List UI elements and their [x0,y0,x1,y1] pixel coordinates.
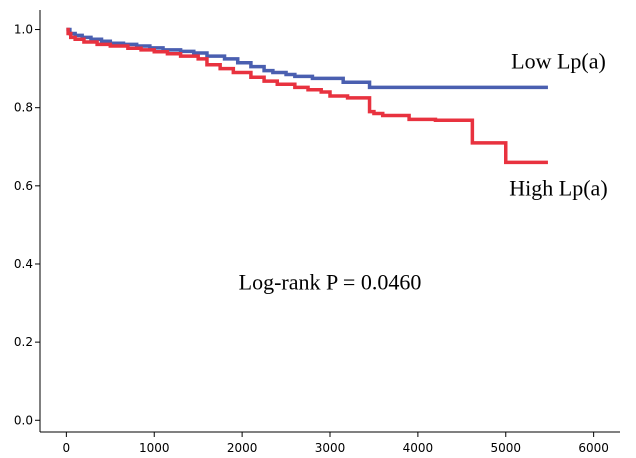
x-tick-label: 4000 [403,441,434,455]
series-line-high-lp-a [66,27,548,165]
y-axis-ticks: 0.0 0.2 0.4 0.6 0.8 1.0 [14,23,40,427]
x-tick-label: 1000 [139,441,170,455]
y-tick-label: 0.4 [14,257,33,271]
x-axis-ticks: 0 1000 2000 3000 4000 5000 6000 [63,432,609,455]
x-tick-label: 6000 [578,441,609,455]
series-line-low-lp-a [66,27,548,90]
y-tick-label: 1.0 [14,23,33,37]
y-tick-label: 0.6 [14,179,33,193]
chart-annotations: Low Lp(a) High Lp(a) Log-rank P = 0.0460 [239,49,608,295]
x-tick-label: 5000 [490,441,521,455]
y-tick-label: 0.2 [14,335,33,349]
y-tick-label: 0.0 [14,413,33,427]
annotation-log-rank-p-0-0460: Log-rank P = 0.0460 [239,269,422,294]
y-tick-label: 0.8 [14,101,33,115]
annotation-low-lp-a: Low Lp(a) [511,49,606,74]
series-lines [66,27,548,165]
annotation-high-lp-a: High Lp(a) [509,176,607,201]
x-tick-label: 0 [63,441,71,455]
x-tick-label: 3000 [315,441,346,455]
x-tick-label: 2000 [227,441,258,455]
